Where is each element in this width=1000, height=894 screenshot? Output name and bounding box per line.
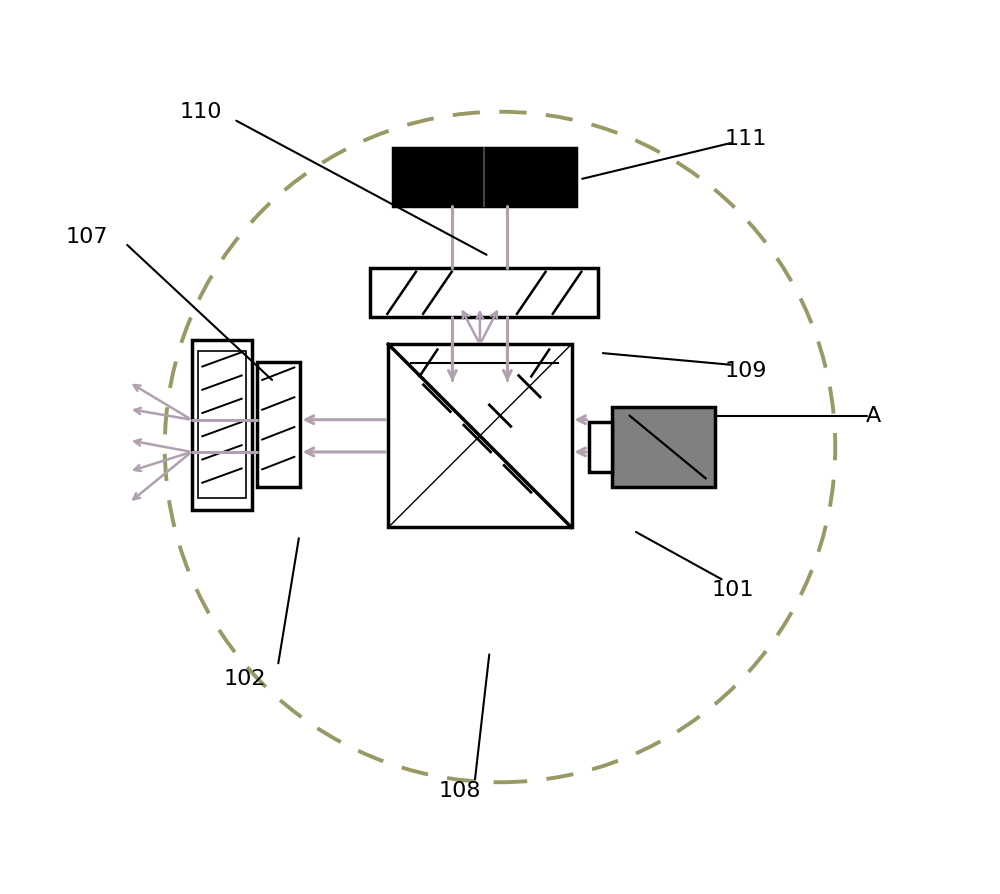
Bar: [370, 268, 598, 317]
Bar: [388, 344, 572, 527]
Text: 109: 109: [725, 361, 767, 381]
Bar: [612, 407, 715, 487]
Text: 110: 110: [179, 102, 222, 122]
Bar: [192, 340, 252, 510]
Bar: [393, 148, 576, 206]
Bar: [402, 346, 567, 380]
Text: 111: 111: [725, 129, 767, 148]
Text: 108: 108: [439, 781, 481, 801]
Text: A: A: [866, 406, 881, 426]
Bar: [257, 362, 300, 487]
Bar: [589, 422, 612, 472]
Text: 102: 102: [224, 670, 266, 689]
Text: 101: 101: [711, 580, 754, 600]
Bar: [198, 351, 246, 498]
Text: 107: 107: [66, 227, 108, 247]
